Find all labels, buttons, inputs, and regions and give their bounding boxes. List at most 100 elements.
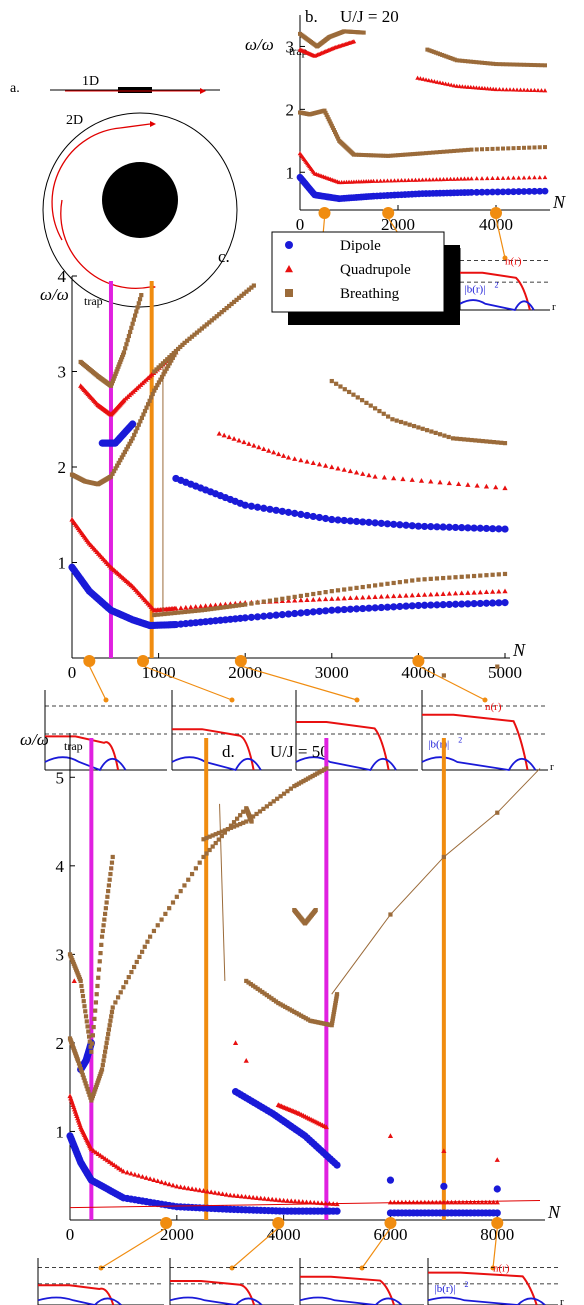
quadrupole_upper-point [539, 88, 544, 93]
dipole-point [291, 509, 299, 517]
breathing-point [139, 293, 144, 298]
inset-marker [382, 207, 395, 219]
inset-arrow [231, 1227, 279, 1269]
panel-a-label: a. [10, 81, 20, 96]
breathing-point [491, 61, 496, 66]
breathing-point [285, 1006, 290, 1011]
breathing-point [207, 834, 212, 839]
quadrupole-point [490, 589, 496, 594]
inset-arrowhead-icon [482, 697, 488, 703]
breathing-point [169, 358, 174, 363]
breathing-point [124, 447, 129, 452]
breathing-point [454, 436, 459, 441]
quadrupole-point [246, 441, 252, 446]
dipole-point [297, 510, 305, 519]
breathing-point [199, 326, 204, 331]
breathing-point [90, 1033, 95, 1038]
legend-box [271, 231, 445, 313]
breathing-point [484, 439, 489, 444]
breathing-point [333, 130, 337, 135]
breathing-point [494, 62, 498, 67]
dipole-point [396, 521, 404, 529]
quadrupole-point [537, 175, 543, 180]
quadrupole-point [231, 1192, 237, 1198]
inset-n-curve [296, 721, 390, 771]
breathing-point [334, 992, 340, 997]
breathing-point [347, 389, 352, 395]
breathing-point [315, 771, 320, 776]
quadrupole-point [323, 596, 329, 602]
breathing-point [221, 605, 226, 610]
breathing-point [85, 1024, 90, 1029]
quadrupole-point [465, 590, 471, 595]
breathing-point [329, 123, 334, 128]
breathing-point [508, 62, 512, 67]
breathing-point [186, 609, 191, 614]
breathing-point [121, 985, 126, 990]
quadrupole-point [271, 449, 277, 455]
breathing-point [106, 1027, 112, 1032]
quadrupole-point [372, 594, 378, 599]
quadrupole_upper-point [454, 83, 460, 88]
dipole-point [315, 607, 324, 615]
breathing-point [452, 57, 457, 62]
breathing-point [243, 602, 248, 607]
quadrupole-point [378, 178, 383, 183]
breathing-point [111, 468, 117, 474]
breathing-point [153, 385, 158, 390]
breathing-point [251, 814, 256, 819]
dipole-point [383, 603, 392, 611]
breathing-point [152, 369, 157, 374]
dipole-point [440, 1182, 448, 1190]
breathing-point [141, 412, 146, 417]
quadrupole_upper-point [432, 79, 437, 84]
breathing-point [420, 426, 425, 431]
breathing-point [329, 1023, 334, 1028]
quadrupole-point [258, 1195, 264, 1201]
quadrupole-point [374, 178, 380, 183]
quadrupole-point [395, 178, 401, 183]
breathing-point [196, 608, 201, 613]
inset-arrowhead-icon [103, 697, 109, 703]
breathing-point [167, 361, 172, 366]
dipole-point [489, 599, 497, 607]
dipole-point [352, 517, 361, 526]
breathing-point [366, 584, 372, 589]
breathing-point [89, 1049, 94, 1054]
quadrupole-point [203, 603, 209, 608]
breathing-point [268, 801, 273, 806]
breathing-point [255, 600, 260, 605]
inset-marker [490, 207, 502, 219]
breathing-point [80, 988, 85, 994]
breathing-point [331, 1012, 336, 1017]
dipole-point [260, 612, 268, 620]
breathing-point [240, 602, 245, 608]
y-axis-label-sub: trap [84, 294, 103, 308]
breathing-point [251, 983, 256, 988]
dipole-point [408, 522, 416, 530]
inset-n-curve [300, 1275, 395, 1305]
breathing-point [104, 900, 109, 905]
breathing-point [162, 611, 167, 617]
breathing-point [189, 871, 195, 877]
quadrupole-point [465, 482, 471, 487]
breathing-point [447, 575, 452, 580]
breathing-point [246, 287, 252, 292]
quadrupole_upper-point [440, 80, 446, 86]
breathing-point [391, 153, 396, 158]
breathing-point [164, 366, 169, 371]
breathing-point [109, 866, 114, 871]
quadrupole-point [434, 177, 439, 182]
breathing-point [90, 1041, 95, 1046]
twoD-arc-upper [51, 127, 121, 241]
breathing-point [93, 1085, 99, 1090]
series-quadrupole_upper [297, 39, 548, 93]
dipole-point [520, 188, 528, 195]
breathing-point [490, 146, 495, 151]
breathing-point [324, 112, 329, 117]
quadrupole-point [399, 1199, 405, 1205]
inset-marker [137, 655, 150, 667]
breathing-point [102, 1049, 108, 1054]
breathing-point [313, 907, 318, 913]
quadrupole-point [483, 1199, 489, 1205]
